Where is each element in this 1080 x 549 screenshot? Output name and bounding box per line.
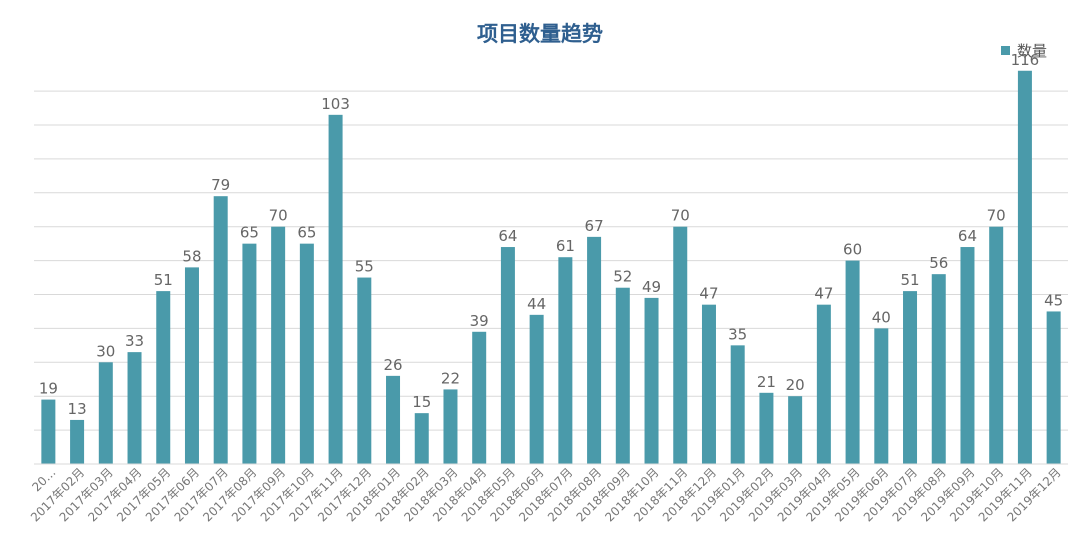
bar [788, 396, 803, 464]
bar [1017, 70, 1032, 464]
bar [931, 274, 946, 464]
bar [587, 236, 602, 464]
value-label: 49 [642, 278, 661, 296]
value-label: 13 [68, 400, 87, 418]
value-label: 60 [843, 241, 862, 259]
value-label: 21 [757, 373, 776, 391]
x-tick-labels: 20…2017年02月2017年03月2017年04月2017年05月2017年… [28, 465, 1064, 524]
bar [127, 352, 142, 464]
legend: 数量 [1001, 40, 1047, 60]
value-label: 70 [269, 207, 288, 225]
legend-label: 数量 [1017, 41, 1048, 60]
bar [730, 345, 745, 464]
bar [759, 392, 774, 464]
bar [615, 287, 630, 464]
value-label: 39 [470, 312, 489, 330]
value-label: 70 [671, 207, 690, 225]
bar [500, 247, 515, 464]
value-label: 45 [1044, 291, 1063, 309]
value-label: 61 [556, 237, 575, 255]
bar [70, 419, 85, 464]
value-label: 33 [125, 332, 144, 350]
value-labels: 19 13 30 33 51 58 79 65 70 65 103 55 26 15 22 39 64 44 61 6… [39, 51, 1063, 418]
bar [386, 375, 401, 464]
bar [328, 114, 343, 464]
bar [989, 226, 1004, 464]
bar [443, 389, 458, 464]
bar [874, 328, 889, 464]
value-label: 67 [585, 217, 604, 235]
bar [414, 413, 429, 464]
legend-swatch [1001, 45, 1010, 55]
value-label: 47 [699, 285, 718, 303]
bar [701, 304, 716, 464]
bar [156, 291, 171, 464]
bar [903, 291, 918, 464]
bar [1046, 311, 1061, 464]
value-label: 64 [498, 227, 517, 245]
bar [41, 399, 56, 464]
chart-title: 项目数量趋势 [477, 22, 603, 46]
value-label: 44 [527, 295, 546, 313]
gridlines [34, 90, 1068, 431]
bar [472, 331, 487, 464]
value-label: 20 [786, 376, 805, 394]
bar [558, 257, 573, 464]
value-label: 55 [355, 258, 374, 276]
bar [673, 226, 688, 464]
bar [98, 362, 113, 464]
value-label: 40 [872, 308, 891, 326]
bar [299, 243, 314, 464]
bar [816, 304, 831, 464]
bar [271, 226, 286, 464]
value-label: 30 [96, 342, 115, 360]
value-label: 79 [211, 176, 230, 194]
value-label: 19 [39, 380, 58, 398]
value-label: 51 [154, 271, 173, 289]
bar [529, 314, 544, 464]
value-label: 26 [383, 356, 402, 374]
value-label: 52 [613, 268, 632, 286]
value-label: 116 [1011, 51, 1040, 69]
bar [242, 243, 257, 464]
value-label: 64 [958, 227, 977, 245]
bar [184, 267, 199, 464]
bar [644, 297, 659, 464]
value-label: 22 [441, 369, 460, 387]
bar [960, 247, 975, 464]
bar [845, 260, 860, 464]
value-label: 51 [900, 271, 919, 289]
bar [213, 196, 228, 464]
value-label: 56 [929, 254, 948, 272]
value-label: 65 [240, 224, 259, 242]
value-label: 35 [728, 325, 747, 343]
bars [41, 70, 1061, 464]
value-label: 15 [412, 393, 431, 411]
value-label: 65 [297, 224, 316, 242]
value-label: 70 [987, 207, 1006, 225]
value-label: 103 [321, 95, 350, 113]
value-label: 47 [814, 285, 833, 303]
bar [357, 277, 372, 464]
value-label: 58 [182, 247, 201, 265]
